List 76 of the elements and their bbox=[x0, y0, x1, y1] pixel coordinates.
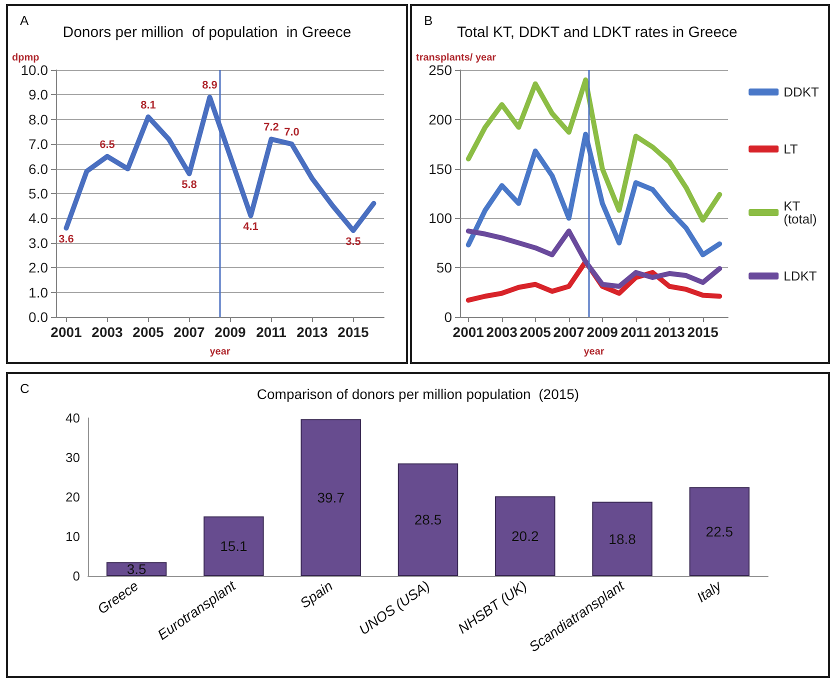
y-tick-label: 1.0 bbox=[28, 284, 48, 300]
y-axis-title: dpmp bbox=[12, 52, 40, 64]
y-tick-label: 40 bbox=[66, 410, 80, 426]
legend-label: LT bbox=[784, 142, 798, 156]
y-tick-label: 30 bbox=[66, 450, 80, 465]
y-tick-label: 5.0 bbox=[28, 186, 48, 202]
data-label: 8.9 bbox=[202, 80, 218, 92]
y-tick-label: 0.0 bbox=[28, 309, 48, 325]
text: C bbox=[20, 381, 30, 396]
y-tick-label: 20 bbox=[66, 490, 80, 504]
data-label: 7.0 bbox=[284, 126, 300, 139]
data-label: 18.8 bbox=[608, 530, 636, 547]
x-tick-label: 2015 bbox=[687, 324, 719, 340]
data-label: 3.5 bbox=[126, 561, 147, 578]
bar bbox=[300, 419, 361, 576]
chart-title: Comparison of donors per million population (2015) bbox=[256, 386, 580, 402]
x-axis-title: year bbox=[210, 346, 230, 358]
data-label: 15.1 bbox=[220, 538, 248, 554]
x-tick-label: 2005 bbox=[520, 324, 552, 340]
x-tick-label: Italy bbox=[694, 576, 725, 606]
bar bbox=[398, 463, 458, 576]
data-label: 6.5 bbox=[100, 138, 115, 151]
data-label: 20.2 bbox=[512, 528, 539, 544]
data-label: 28.5 bbox=[414, 512, 442, 528]
y-tick-label: 6.0 bbox=[28, 160, 48, 177]
y-tick-label: 7.0 bbox=[28, 136, 48, 152]
x-tick-label: 2011 bbox=[256, 324, 287, 340]
data-label: 22.5 bbox=[706, 524, 734, 540]
data-label: 5.8 bbox=[182, 179, 197, 192]
bar bbox=[592, 502, 652, 576]
chart-title: Total KT, DDKT and LDKT rates in Greece bbox=[457, 24, 738, 41]
y-tick-label: 0 bbox=[72, 568, 80, 584]
x-tick-label: 2013 bbox=[296, 324, 328, 340]
y-tick-label: 2.0 bbox=[28, 260, 48, 276]
data-label: 39.7 bbox=[317, 490, 345, 506]
bar bbox=[495, 496, 556, 576]
y-tick-label: 9.0 bbox=[28, 86, 48, 103]
y-tick-label: 10 bbox=[66, 529, 80, 544]
bar bbox=[689, 487, 750, 576]
x-tick-label: 2001 bbox=[452, 324, 484, 340]
y-tick-label: 50 bbox=[436, 260, 452, 276]
y-tick-label: 200 bbox=[428, 111, 452, 128]
x-tick-label: 2001 bbox=[50, 324, 82, 340]
x-axis-title: year bbox=[584, 346, 604, 358]
y-tick-label: 100 bbox=[428, 210, 452, 226]
x-tick-label: 2007 bbox=[174, 324, 206, 340]
x-tick-label: 2005 bbox=[132, 324, 164, 340]
y-tick-label: 4.0 bbox=[28, 210, 48, 226]
y-tick-label: 250 bbox=[428, 62, 452, 78]
data-label: 4.1 bbox=[243, 221, 258, 234]
data-label: 7.2 bbox=[264, 122, 279, 134]
x-tick-label: 2011 bbox=[620, 324, 652, 340]
y-tick-label: 150 bbox=[428, 160, 452, 177]
legend-label: LDKT bbox=[784, 268, 817, 284]
x-tick-label: 2003 bbox=[486, 324, 518, 340]
y-tick-label: 10.0 bbox=[20, 62, 48, 78]
x-tick-label: 2013 bbox=[654, 324, 686, 340]
text: A bbox=[20, 13, 29, 28]
legend-label: KT (total) bbox=[784, 198, 817, 226]
x-tick-label: 2007 bbox=[553, 324, 585, 340]
legend-label: DDKT bbox=[784, 84, 820, 100]
data-label: 8.1 bbox=[140, 99, 156, 112]
y-tick-label: 8.0 bbox=[28, 111, 48, 128]
x-tick-label: 2003 bbox=[92, 324, 124, 340]
text: B bbox=[424, 13, 433, 28]
x-tick-label: 2009 bbox=[214, 324, 246, 340]
x-tick-label: 2015 bbox=[338, 324, 370, 340]
chart-title: Donors per million of population in Greece bbox=[62, 24, 352, 41]
data-label: 3.6 bbox=[58, 234, 74, 246]
x-tick-label: 2009 bbox=[586, 324, 618, 340]
y-axis-title: transplants/ year bbox=[416, 52, 496, 64]
y-tick-label: 0 bbox=[444, 309, 452, 325]
bar bbox=[106, 562, 167, 576]
bar bbox=[204, 516, 264, 576]
data-label: 3.5 bbox=[346, 236, 361, 248]
y-tick-label: 3.0 bbox=[28, 234, 48, 251]
